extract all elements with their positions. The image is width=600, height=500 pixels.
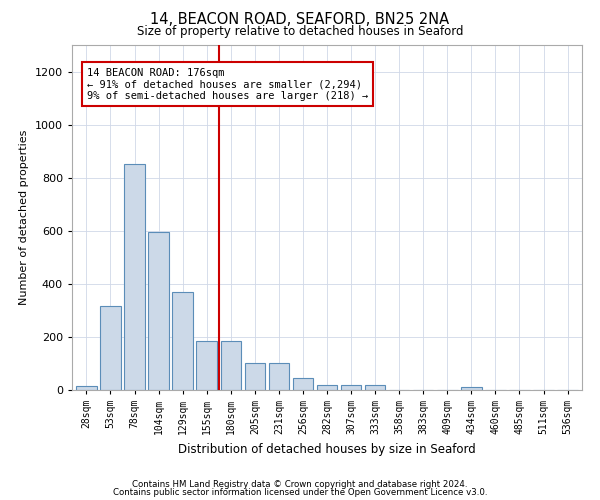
Bar: [100, 306, 121, 390]
Bar: [293, 378, 313, 390]
Y-axis label: Number of detached properties: Number of detached properties: [19, 130, 29, 305]
Bar: [365, 386, 385, 390]
Bar: [172, 292, 193, 390]
Bar: [461, 387, 482, 390]
Text: 14 BEACON ROAD: 176sqm
← 91% of detached houses are smaller (2,294)
9% of semi-d: 14 BEACON ROAD: 176sqm ← 91% of detached…: [87, 68, 368, 101]
Bar: [124, 164, 145, 390]
Bar: [341, 385, 361, 390]
X-axis label: Distribution of detached houses by size in Seaford: Distribution of detached houses by size …: [178, 442, 476, 456]
Bar: [245, 364, 265, 390]
Bar: [269, 364, 289, 390]
Text: Contains HM Land Registry data © Crown copyright and database right 2024.: Contains HM Land Registry data © Crown c…: [132, 480, 468, 489]
Bar: [317, 384, 337, 390]
Text: Size of property relative to detached houses in Seaford: Size of property relative to detached ho…: [137, 25, 463, 38]
Bar: [196, 341, 217, 390]
Bar: [148, 232, 169, 390]
Text: Contains public sector information licensed under the Open Government Licence v3: Contains public sector information licen…: [113, 488, 487, 497]
Bar: [76, 386, 97, 390]
Bar: [221, 341, 241, 390]
Text: 14, BEACON ROAD, SEAFORD, BN25 2NA: 14, BEACON ROAD, SEAFORD, BN25 2NA: [151, 12, 449, 28]
